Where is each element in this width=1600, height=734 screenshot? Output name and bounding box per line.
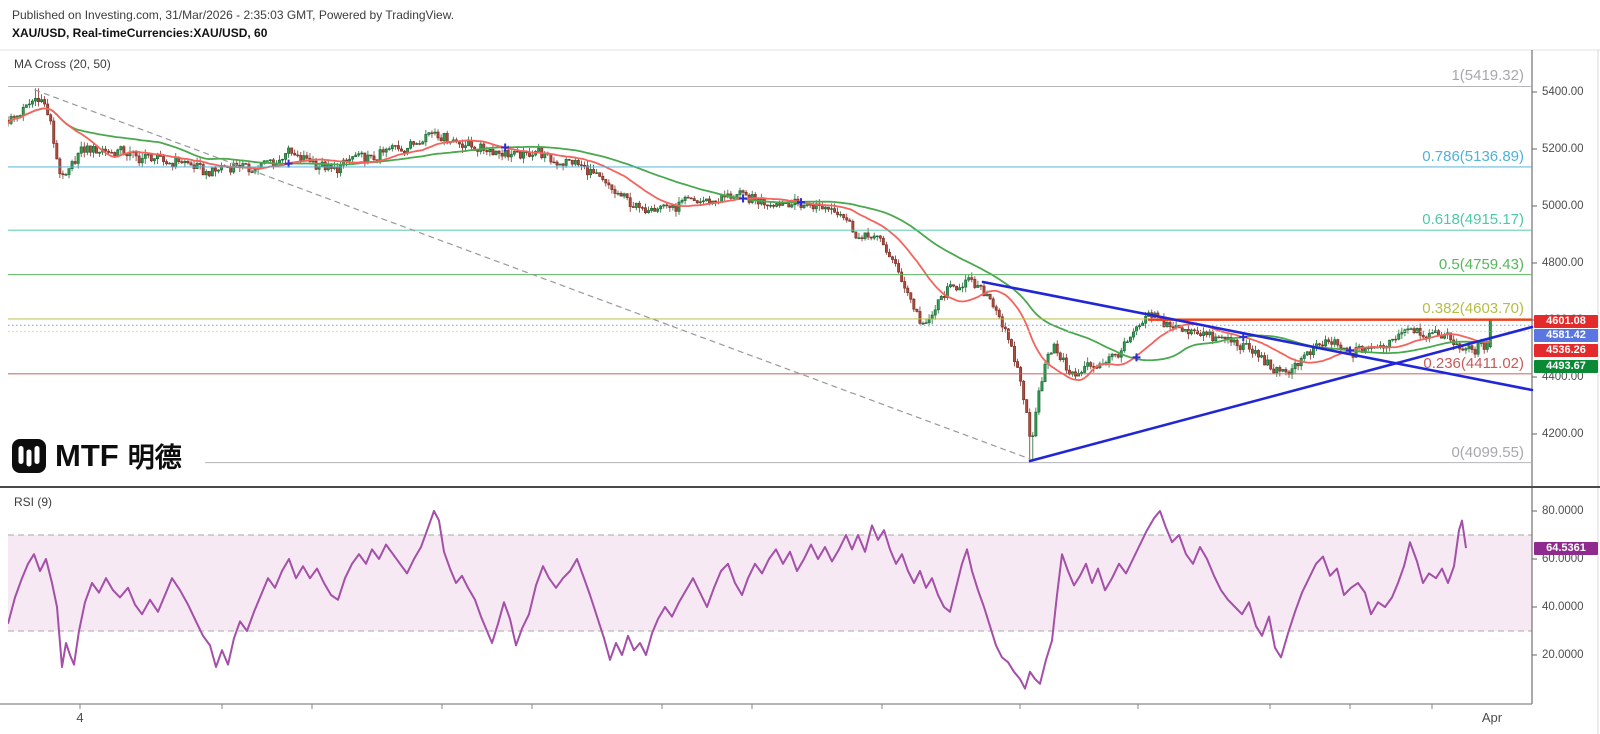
rsi-pane[interactable] <box>8 510 1532 690</box>
triangle-upper[interactable] <box>981 280 1534 392</box>
ma-cross-marker <box>739 194 748 203</box>
fib-baseline-dashed[interactable] <box>34 89 1031 460</box>
rsi-line <box>8 510 1467 690</box>
triangle-lower[interactable] <box>1028 325 1534 463</box>
ma-cross-marker <box>1132 353 1141 362</box>
rsi-band <box>8 535 1532 631</box>
ma-cross-marker <box>797 198 805 207</box>
ma-cross-marker <box>501 143 510 152</box>
ma-cross-marker <box>284 159 293 168</box>
ma-slow-line[interactable] <box>8 107 1491 362</box>
